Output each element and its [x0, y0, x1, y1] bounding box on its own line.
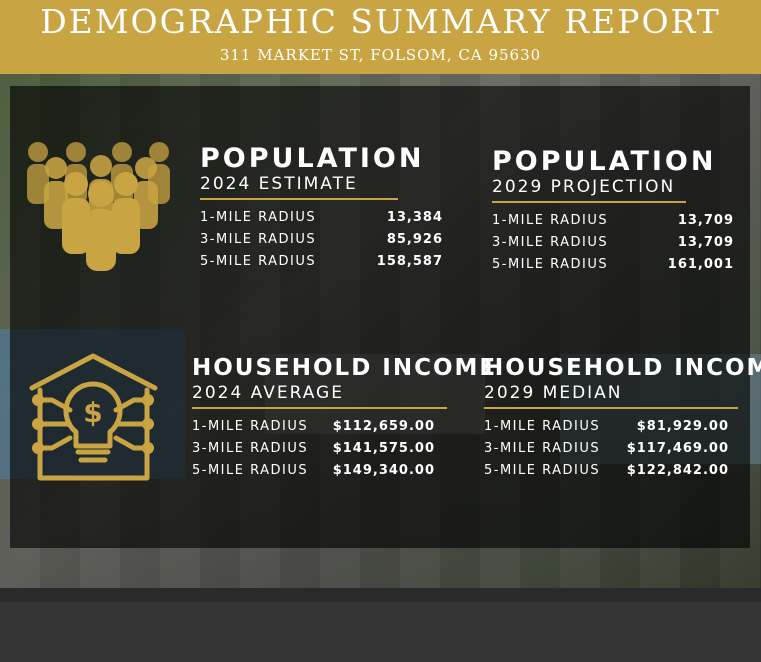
radius-label: 1-MILE RADIUS — [192, 419, 309, 434]
list-item: 5-MILE RADIUS $149,340.00 — [192, 460, 435, 482]
radius-value: $117,469.00 — [626, 441, 729, 456]
road — [0, 602, 761, 662]
section-heading: HOUSEHOLD INCOME — [192, 355, 498, 381]
radius-list: 1-MILE RADIUS $81,929.00 3-MILE RADIUS $11… — [484, 416, 729, 482]
population-2024-section: POPULATION 2024 ESTIMATE 1-MILE RADIUS 13… — [200, 144, 443, 273]
radius-value: 13,709 — [677, 213, 734, 228]
radius-list: 1-MILE RADIUS 13,709 3-MILE RADIUS 13,709 … — [492, 210, 734, 276]
list-item: 3-MILE RADIUS 85,926 — [200, 229, 443, 251]
radius-label: 3-MILE RADIUS — [492, 235, 609, 250]
radius-value: $112,659.00 — [332, 419, 435, 434]
gold-divider — [484, 407, 738, 409]
radius-label: 5-MILE RADIUS — [200, 254, 317, 269]
list-item: 3-MILE RADIUS 13,709 — [492, 232, 734, 254]
list-item: 5-MILE RADIUS 161,001 — [492, 254, 734, 276]
section-subheading: 2024 ESTIMATE — [200, 174, 358, 194]
gold-divider — [492, 201, 686, 203]
section-heading: POPULATION — [200, 143, 425, 174]
dark-overlay-panel — [10, 86, 750, 548]
section-subheading: 2029 MEDIAN — [484, 383, 623, 403]
list-item: 1-MILE RADIUS $81,929.00 — [484, 416, 729, 438]
income-2024-section: HOUSEHOLD INCOME 2024 AVERAGE 1-MILE RAD… — [192, 353, 498, 482]
list-item: 5-MILE RADIUS 158,587 — [200, 251, 443, 273]
radius-value: 13,709 — [677, 235, 734, 250]
radius-value: $122,842.00 — [626, 463, 729, 478]
list-item: 1-MILE RADIUS 13,709 — [492, 210, 734, 232]
radius-list: 1-MILE RADIUS 13,384 3-MILE RADIUS 85,926 … — [200, 207, 443, 273]
radius-list: 1-MILE RADIUS $112,659.00 3-MILE RADIUS $1… — [192, 416, 435, 482]
gold-divider — [192, 407, 447, 409]
radius-label: 5-MILE RADIUS — [484, 463, 601, 478]
radius-label: 3-MILE RADIUS — [192, 441, 309, 456]
radius-value: 161,001 — [667, 257, 734, 272]
list-item: 3-MILE RADIUS $117,469.00 — [484, 438, 729, 460]
radius-label: 3-MILE RADIUS — [200, 232, 317, 247]
radius-label: 1-MILE RADIUS — [492, 213, 609, 228]
income-2029-section: HOUSEHOLD INCOME 2029 MEDIAN 1-MILE RADI… — [484, 353, 761, 482]
people-group-icon — [27, 142, 170, 271]
radius-value: 13,384 — [386, 210, 443, 225]
list-item: 5-MILE RADIUS $122,842.00 — [484, 460, 729, 482]
svg-text:$: $ — [83, 396, 102, 429]
radius-label: 3-MILE RADIUS — [484, 441, 601, 456]
report-header: DEMOGRAPHIC SUMMARY REPORT 311 MARKET ST… — [0, 0, 761, 74]
section-subheading: 2024 AVERAGE — [192, 383, 344, 403]
lightbulb-dollar-icon: $ — [29, 353, 158, 481]
radius-value: $149,340.00 — [332, 463, 435, 478]
radius-label: 5-MILE RADIUS — [492, 257, 609, 272]
list-item: 1-MILE RADIUS 13,384 — [200, 207, 443, 229]
radius-value: $81,929.00 — [636, 419, 729, 434]
list-item: 1-MILE RADIUS $112,659.00 — [192, 416, 435, 438]
section-heading: POPULATION — [492, 146, 717, 177]
section-subheading: 2029 PROJECTION — [492, 177, 676, 197]
gold-divider — [200, 198, 398, 200]
radius-label: 5-MILE RADIUS — [192, 463, 309, 478]
report-title: DEMOGRAPHIC SUMMARY REPORT — [40, 2, 721, 41]
radius-label: 1-MILE RADIUS — [200, 210, 317, 225]
list-item: 3-MILE RADIUS $141,575.00 — [192, 438, 435, 460]
population-2029-section: POPULATION 2029 PROJECTION 1-MILE RADIUS… — [492, 147, 734, 276]
radius-value: 158,587 — [376, 254, 443, 269]
section-heading: HOUSEHOLD INCOME — [484, 355, 761, 381]
report-address: 311 MARKET ST, FOLSOM, CA 95630 — [219, 46, 542, 64]
radius-value: $141,575.00 — [332, 441, 435, 456]
radius-label: 1-MILE RADIUS — [484, 419, 601, 434]
radius-value: 85,926 — [386, 232, 443, 247]
